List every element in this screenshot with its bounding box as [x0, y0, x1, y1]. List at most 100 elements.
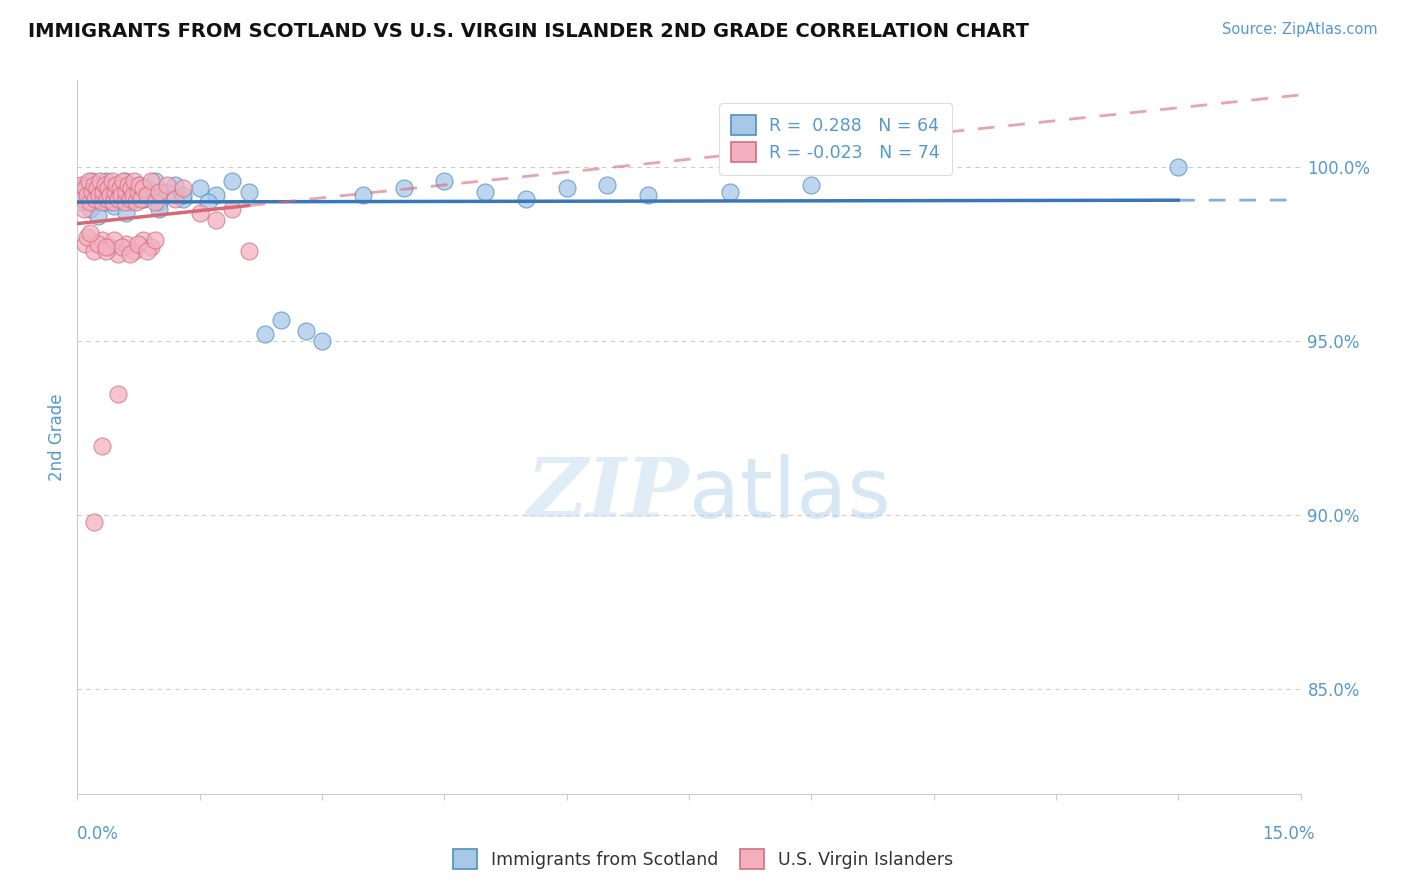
Legend: R =  0.288   N = 64, R = -0.023   N = 74: R = 0.288 N = 64, R = -0.023 N = 74 [718, 103, 952, 175]
Point [87, 178, 110, 192]
Point [128, 178, 150, 192]
Point [115, 185, 138, 199]
Point [128, 236, 150, 251]
Point [108, 192, 131, 206]
Point [120, 181, 142, 195]
Point [79, 202, 101, 216]
Point [79, 181, 101, 195]
Point [172, 188, 194, 202]
Point [80, 185, 103, 199]
Point [107, 386, 129, 401]
Point [108, 181, 131, 195]
Point [115, 236, 138, 251]
Point [90, 439, 112, 453]
Point [221, 174, 243, 188]
Point [84, 192, 107, 206]
Point [98, 195, 121, 210]
Point [131, 181, 153, 195]
Point [75, 178, 97, 192]
Point [79, 227, 101, 241]
Point [100, 181, 122, 195]
Point [148, 185, 170, 199]
Point [77, 174, 100, 188]
Point [197, 195, 219, 210]
Point [115, 205, 138, 219]
Point [75, 236, 97, 251]
Point [83, 188, 105, 202]
Point [124, 185, 146, 199]
Point [103, 195, 125, 210]
Point [139, 174, 162, 188]
Point [77, 192, 100, 206]
Point [800, 178, 823, 192]
Point [143, 195, 166, 210]
Point [70, 192, 93, 206]
Point [93, 185, 115, 199]
Point [98, 240, 121, 254]
Point [94, 178, 117, 192]
Point [221, 202, 243, 216]
Point [121, 188, 143, 202]
Point [120, 247, 142, 261]
Point [596, 178, 619, 192]
Point [131, 192, 153, 206]
Point [97, 185, 120, 199]
Point [76, 185, 98, 199]
Text: Source: ZipAtlas.com: Source: ZipAtlas.com [1222, 22, 1378, 37]
Point [311, 334, 333, 349]
Point [83, 516, 105, 530]
Point [67, 185, 90, 199]
Point [1167, 161, 1189, 175]
Point [105, 178, 128, 192]
Legend: Immigrants from Scotland, U.S. Virgin Islanders: Immigrants from Scotland, U.S. Virgin Is… [446, 842, 960, 876]
Text: 0.0%: 0.0% [77, 825, 120, 843]
Point [156, 178, 179, 192]
Point [156, 185, 179, 199]
Point [107, 185, 129, 199]
Point [135, 181, 157, 195]
Point [172, 181, 194, 195]
Point [117, 178, 139, 192]
Point [253, 327, 276, 342]
Point [127, 185, 149, 199]
Point [114, 195, 136, 210]
Point [103, 234, 125, 248]
Point [79, 195, 101, 210]
Point [90, 181, 112, 195]
Y-axis label: 2nd Grade: 2nd Grade [48, 393, 66, 481]
Point [105, 178, 128, 192]
Point [205, 212, 228, 227]
Point [392, 181, 415, 195]
Point [474, 185, 496, 199]
Point [87, 188, 110, 202]
Point [555, 181, 578, 195]
Point [188, 181, 211, 195]
Point [165, 192, 187, 206]
Point [131, 234, 153, 248]
Point [143, 234, 166, 248]
Point [124, 174, 146, 188]
Point [94, 240, 117, 254]
Point [111, 240, 134, 254]
Point [238, 244, 260, 258]
Point [104, 185, 127, 199]
Point [90, 195, 112, 210]
Point [515, 192, 537, 206]
Point [205, 188, 228, 202]
Point [76, 230, 98, 244]
Point [86, 185, 108, 199]
Point [148, 195, 170, 210]
Point [433, 174, 456, 188]
Point [73, 188, 96, 202]
Point [83, 244, 105, 258]
Point [125, 195, 148, 210]
Point [87, 236, 110, 251]
Point [98, 188, 121, 202]
Text: 15.0%: 15.0% [1263, 825, 1315, 843]
Point [139, 240, 162, 254]
Point [84, 195, 107, 210]
Point [115, 188, 138, 202]
Point [94, 174, 117, 188]
Point [110, 188, 132, 202]
Point [637, 188, 659, 202]
